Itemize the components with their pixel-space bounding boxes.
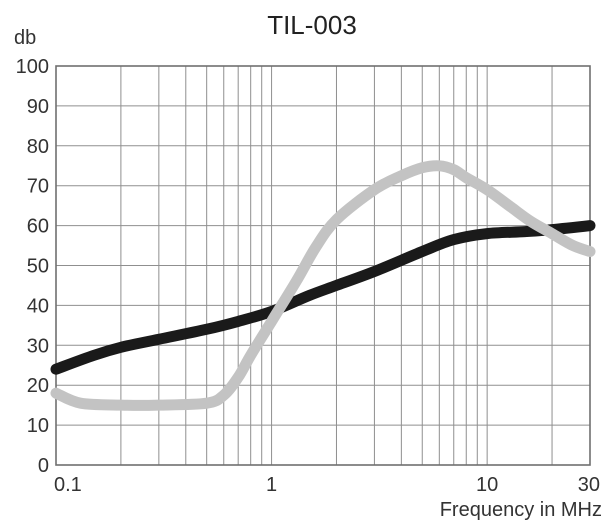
- series-line-black: [50, 220, 596, 375]
- y-tick-label: 70: [27, 176, 49, 198]
- chart-title: TIL-003: [267, 10, 357, 40]
- y-tick-label: 100: [16, 56, 49, 78]
- x-tick-label: 1: [266, 474, 277, 496]
- x-tick-label: 10: [476, 474, 498, 496]
- y-tick-label: 0: [38, 455, 49, 477]
- y-tick-label: 60: [27, 216, 49, 238]
- y-tick-label: 50: [27, 256, 49, 278]
- y-tick-label: 20: [27, 375, 49, 397]
- series-layer: [50, 160, 596, 411]
- y-tick-label: 10: [27, 415, 49, 437]
- x-tick-labels: 0.1 1 10 30: [54, 474, 600, 496]
- series-line-gray: [50, 160, 596, 411]
- y-axis-unit-label: db: [14, 27, 36, 49]
- x-axis-label: Frequency in MHz: [440, 499, 602, 521]
- y-tick-label: 30: [27, 335, 49, 357]
- x-tick-label: 0.1: [54, 474, 82, 496]
- y-tick-label: 90: [27, 96, 49, 118]
- y-tick-labels: 0 10 20 30 40 50 60 70 80 90 100: [16, 56, 49, 477]
- plot-frame: [55, 65, 591, 466]
- y-tick-label: 40: [27, 295, 49, 317]
- y-tick-label: 80: [27, 136, 49, 158]
- x-tick-label: 30: [578, 474, 600, 496]
